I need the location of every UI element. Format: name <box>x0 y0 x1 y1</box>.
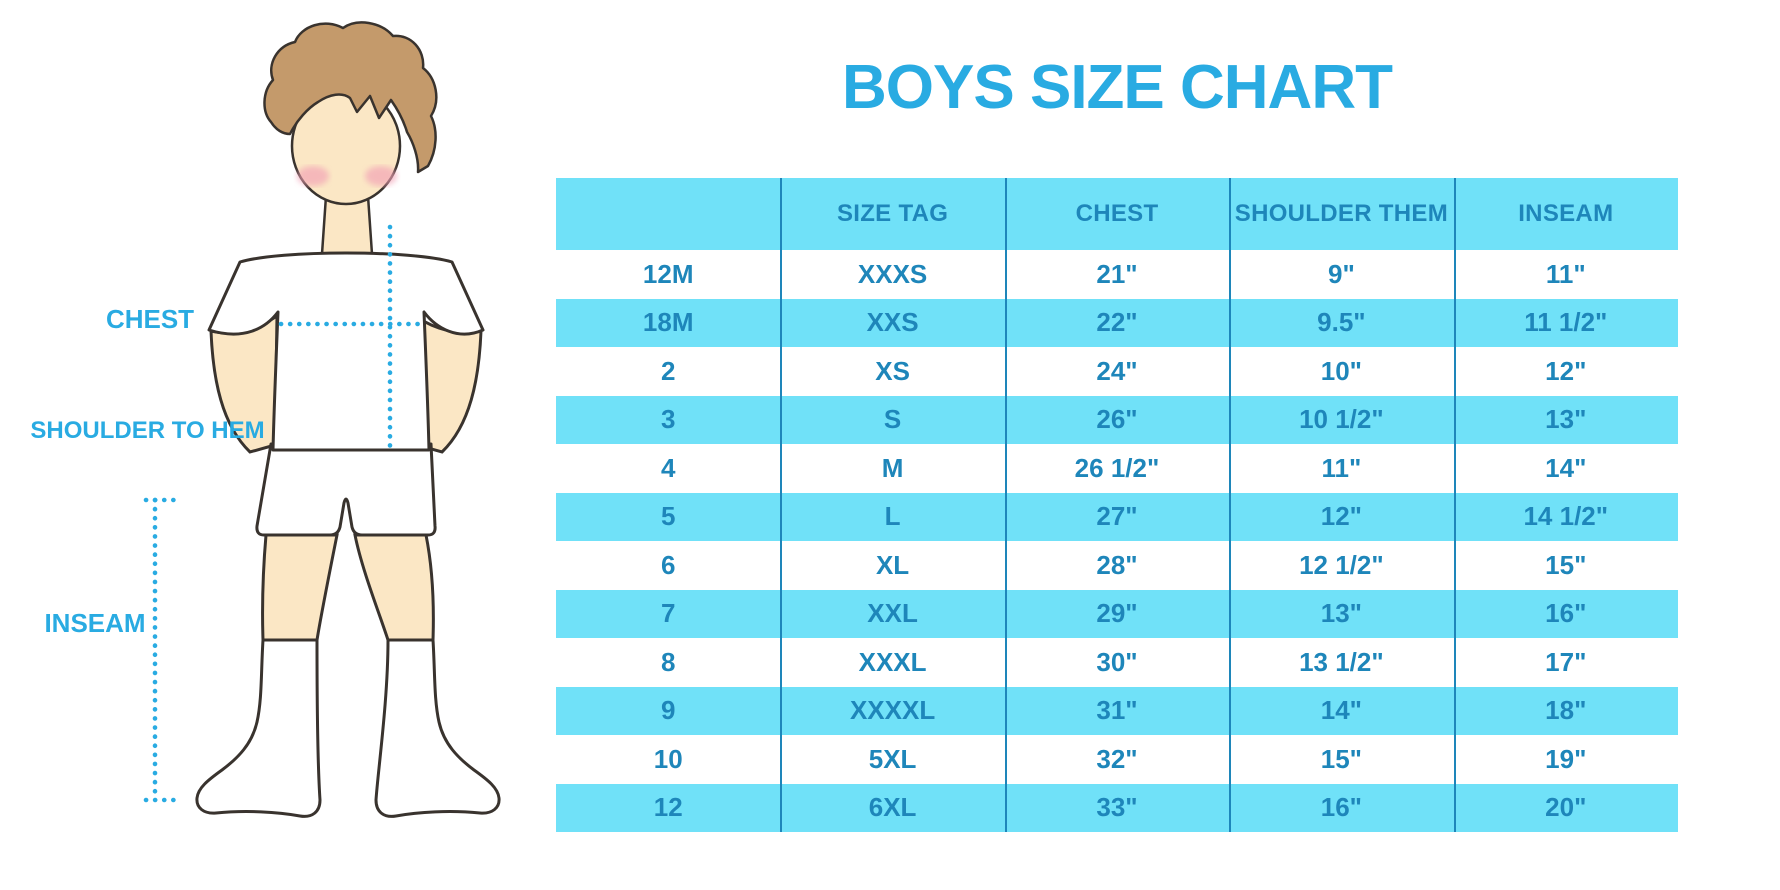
table-cell: 11" <box>1545 258 1586 289</box>
table-cell: 11" <box>1321 452 1362 483</box>
left-blush <box>297 166 329 186</box>
table-cell: 19" <box>1545 743 1587 774</box>
table-body: 12M XXXS 21" 9" 11" 18M XXS 22" 9.5" 11 1/2" 2 XS 24… <box>556 250 1678 832</box>
header-cell: INSEAM <box>1518 200 1614 227</box>
table-cell: 4 <box>660 452 676 483</box>
table-cell: 27" <box>1096 501 1138 532</box>
table-cell: 5 <box>660 501 676 532</box>
table-row: 18M XXS 22" 9.5" 11 1/2" <box>556 298 1678 347</box>
table-cell: L <box>884 501 901 532</box>
table-cell: 26" <box>1096 404 1138 435</box>
table-cell: 15" <box>1545 549 1587 580</box>
table-cell: 10" <box>1320 355 1363 386</box>
table-row: 5 L 27" 12" 14 1/2" <box>556 492 1678 541</box>
table-row: 2 XS 24" 10" 12" <box>556 347 1678 396</box>
table-header-row: SIZE TAG CHEST SHOULDER THEM INSEAM <box>556 178 1678 250</box>
table-cell: 11 1/2" <box>1524 307 1608 338</box>
table-cell: XXXS <box>857 258 928 289</box>
table-row: 3 S 26" 10 1/2" 13" <box>556 395 1678 444</box>
table-cell: 18" <box>1545 695 1587 726</box>
table-row: 9 XXXXL 31" 14" 18" <box>556 686 1678 735</box>
table-cell: 30" <box>1096 646 1138 677</box>
column-divider <box>780 178 783 832</box>
header-cell <box>556 178 780 250</box>
table-cell: 12 1/2" <box>1299 549 1384 580</box>
table-row: 12 6XL 33" 16" 20" <box>556 783 1678 832</box>
boy-measurement-illustration <box>143 21 501 818</box>
table-cell: 31" <box>1096 695 1138 726</box>
table-cell: S <box>883 404 902 435</box>
table-row: 6 XL 28" 12 1/2" 15" <box>556 541 1678 590</box>
table-cell: 28" <box>1096 549 1138 580</box>
table-cell: 9" <box>1327 258 1355 289</box>
table-row: 4 M 26 1/2" 11" 14" <box>556 444 1678 493</box>
table-row: 10 5XL 32" 15" 19" <box>556 735 1678 784</box>
table-cell: 33" <box>1096 792 1138 823</box>
table-cell: 18M <box>642 307 694 338</box>
table-cell: 17" <box>1545 646 1587 677</box>
table-cell: 3 <box>660 404 676 435</box>
table-cell: 8 <box>660 646 676 677</box>
inseam-label: INSEAM <box>44 608 146 638</box>
chest-label: CHEST <box>105 304 195 334</box>
page-title: BOYS SIZE CHART <box>842 53 1393 122</box>
right-sock <box>374 638 501 818</box>
size-chart-table: SIZE TAG CHEST SHOULDER THEM INSEAM 12M XXXS… <box>556 178 1678 832</box>
table-cell: 20" <box>1545 792 1587 823</box>
table-cell: 6XL <box>868 792 917 823</box>
table-cell: 16" <box>1545 598 1587 629</box>
table-cell: 13" <box>1545 404 1587 435</box>
table-row: 7 XXL 29" 13" 16" <box>556 589 1678 638</box>
table-cell: 15" <box>1320 743 1363 774</box>
table-cell: XXS <box>866 307 919 338</box>
table-row: 8 XXXL 30" 13 1/2" 17" <box>556 638 1678 687</box>
column-divider <box>1229 178 1232 832</box>
table-cell: 9 <box>660 695 676 726</box>
table-cell: 29" <box>1096 598 1138 629</box>
shorts-shape <box>255 442 437 537</box>
table-cell: 21" <box>1096 258 1138 289</box>
table-cell: 7 <box>660 598 676 629</box>
column-divider <box>1004 178 1007 832</box>
right-blush <box>365 166 397 186</box>
table-cell: 13 1/2" <box>1299 646 1384 677</box>
table-cell: 12" <box>1545 355 1587 386</box>
right-leg <box>353 533 435 642</box>
table-cell: XXXL <box>858 646 927 677</box>
table-cell: XXL <box>867 598 918 629</box>
hair-shape <box>263 21 438 174</box>
left-leg <box>261 533 339 642</box>
table-cell: 14" <box>1320 695 1363 726</box>
header-cell: CHEST <box>1075 200 1159 227</box>
table-cell: 6 <box>660 549 676 580</box>
table-cell: 10 <box>653 743 683 774</box>
table-cell: 5XL <box>868 743 917 774</box>
table-cell: XL <box>875 549 910 580</box>
table-cell: 9.5" <box>1317 307 1366 338</box>
table-cell: 2 <box>660 355 676 386</box>
shoulder-to-hem-label: SHOULDER TO HEM <box>30 417 265 444</box>
table-cell: 12 <box>653 792 683 823</box>
table-cell: 16" <box>1320 792 1363 823</box>
table-cell: 26 1/2" <box>1074 452 1160 483</box>
table-cell: XXXXL <box>849 695 936 726</box>
table-cell: 13" <box>1320 598 1363 629</box>
table-cell: 10 1/2" <box>1299 404 1384 435</box>
table-cell: 22" <box>1096 307 1138 338</box>
table-cell: 32" <box>1096 743 1138 774</box>
table-cell: 14" <box>1545 452 1587 483</box>
table-row: 12M XXXS 21" 9" 11" <box>556 250 1678 299</box>
table-cell: 12M <box>642 258 694 289</box>
header-cell: SIZE TAG <box>836 200 949 227</box>
column-divider <box>1453 178 1456 832</box>
table-cell: M <box>881 452 904 483</box>
header-cell: SHOULDER THEM <box>1234 200 1448 227</box>
left-sock <box>195 638 322 818</box>
table-cell: 14 1/2" <box>1523 501 1609 532</box>
table-cell: 12" <box>1320 501 1363 532</box>
table-cell: 24" <box>1096 355 1138 386</box>
table-cell: XS <box>875 355 910 386</box>
tshirt-shape <box>207 251 485 452</box>
